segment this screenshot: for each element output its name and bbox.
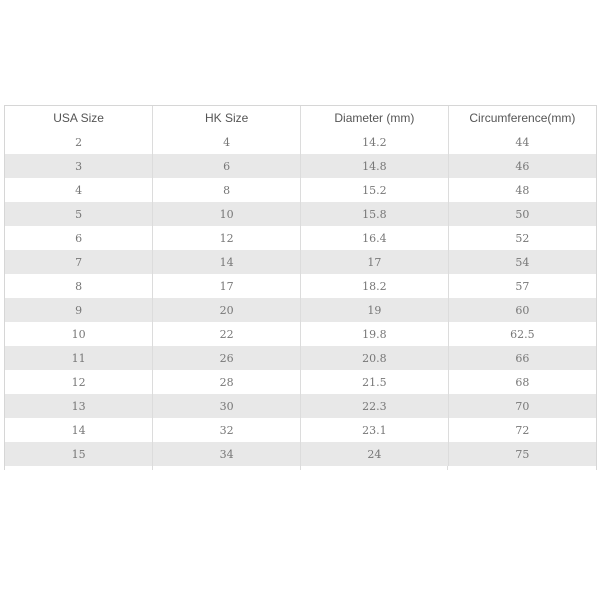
table-cell: 62.5 — [447, 322, 596, 346]
table-cell: 60 — [447, 298, 596, 322]
table-row: 14 32 23.1 72 — [5, 418, 596, 442]
table-cell: 7 — [5, 250, 153, 274]
column-header: USA Size — [53, 111, 104, 125]
table-cell: 22 — [152, 322, 301, 346]
table-cell: 3 — [5, 154, 153, 178]
table-cell: 52 — [447, 226, 596, 250]
table-cell: 32 — [152, 418, 301, 442]
table-cell: 4 — [75, 183, 83, 197]
table-row: 6 12 16.4 52 — [5, 226, 596, 250]
table-row: 4 8 15.2 48 — [5, 178, 596, 202]
table-row: 9 20 19 60 — [5, 298, 596, 322]
table-cell: 4 — [152, 130, 301, 154]
table-cell: 6 — [75, 231, 83, 245]
table-row: 7 14 17 54 — [5, 250, 596, 274]
table-cell: 15.2 — [300, 178, 449, 202]
table-cell: 5 — [5, 202, 153, 226]
divider — [300, 466, 301, 470]
column-header: HK Size — [152, 106, 301, 130]
table-cell: 54 — [447, 250, 596, 274]
table-cell: 66 — [447, 346, 596, 370]
size-chart: USA Size HK Size Diameter (mm) Circumferenc… — [5, 106, 596, 466]
header-row: USA Size HK Size Diameter (mm) Circumferenc… — [5, 106, 596, 130]
table-cell: 6 — [152, 154, 301, 178]
column-header: Circumference(mm) — [447, 106, 596, 130]
table-cell: 12 — [71, 375, 86, 389]
ring-size-table: USA Size HK Size Diameter (mm) Circumferenc… — [4, 105, 597, 470]
table-cell: 8 — [75, 279, 83, 293]
table-cell: 14 — [152, 250, 301, 274]
table-row: 12 28 21.5 68 — [5, 370, 596, 394]
table-cell: 10 — [152, 202, 301, 226]
column-header: Diameter (mm) — [300, 106, 449, 130]
table-cell: 16.4 — [300, 226, 449, 250]
table-cell: 20.8 — [300, 346, 449, 370]
table-cell: 48 — [447, 178, 596, 202]
table-cell: 75 — [447, 442, 596, 466]
table-cell: 14.2 — [300, 130, 449, 154]
table-cell: 15.8 — [300, 202, 449, 226]
table-cell: 18.2 — [300, 274, 449, 298]
table-cell: 17 — [300, 250, 449, 274]
table-cell: 22.3 — [300, 394, 449, 418]
table-cell: 20 — [152, 298, 301, 322]
table-row: 10 22 19.8 62.5 — [5, 322, 596, 346]
table-cell: 68 — [447, 370, 596, 394]
table-cell: 57 — [447, 274, 596, 298]
table-cell: 46 — [447, 154, 596, 178]
table-cell: 13 — [5, 394, 153, 418]
table-cell: 19.8 — [300, 322, 449, 346]
table-cell: 72 — [447, 418, 596, 442]
table-row: 13 30 22.3 70 — [5, 394, 596, 418]
table-cell: 50 — [447, 202, 596, 226]
table-row: 2 4 14.2 44 — [5, 130, 596, 154]
table-row: 11 26 20.8 66 — [5, 346, 596, 370]
table-cell: 30 — [152, 394, 301, 418]
table-cell: 23.1 — [300, 418, 449, 442]
table-cell: 14.8 — [300, 154, 449, 178]
table-row: 3 6 14.8 46 — [5, 154, 596, 178]
table-row: 5 10 15.8 50 — [5, 202, 596, 226]
table-row: 8 17 18.2 57 — [5, 274, 596, 298]
table-cell: 8 — [152, 178, 301, 202]
table-row: 15 34 24 75 — [5, 442, 596, 466]
table-cell: 11 — [5, 346, 153, 370]
table-tail — [5, 466, 596, 470]
table-cell: 10 — [71, 327, 86, 341]
table-cell: 70 — [447, 394, 596, 418]
table-cell: 2 — [75, 135, 83, 149]
divider — [447, 466, 448, 470]
table-cell: 12 — [152, 226, 301, 250]
table-cell: 34 — [152, 442, 301, 466]
table-cell: 21.5 — [300, 370, 449, 394]
table-cell: 15 — [5, 442, 153, 466]
table-cell: 26 — [152, 346, 301, 370]
divider — [152, 466, 153, 470]
table-cell: 9 — [5, 298, 153, 322]
table-cell: 14 — [71, 423, 86, 437]
table-cell: 24 — [300, 442, 449, 466]
table-cell: 28 — [152, 370, 301, 394]
table-cell: 17 — [152, 274, 301, 298]
table-cell: 44 — [447, 130, 596, 154]
table-cell: 19 — [300, 298, 449, 322]
